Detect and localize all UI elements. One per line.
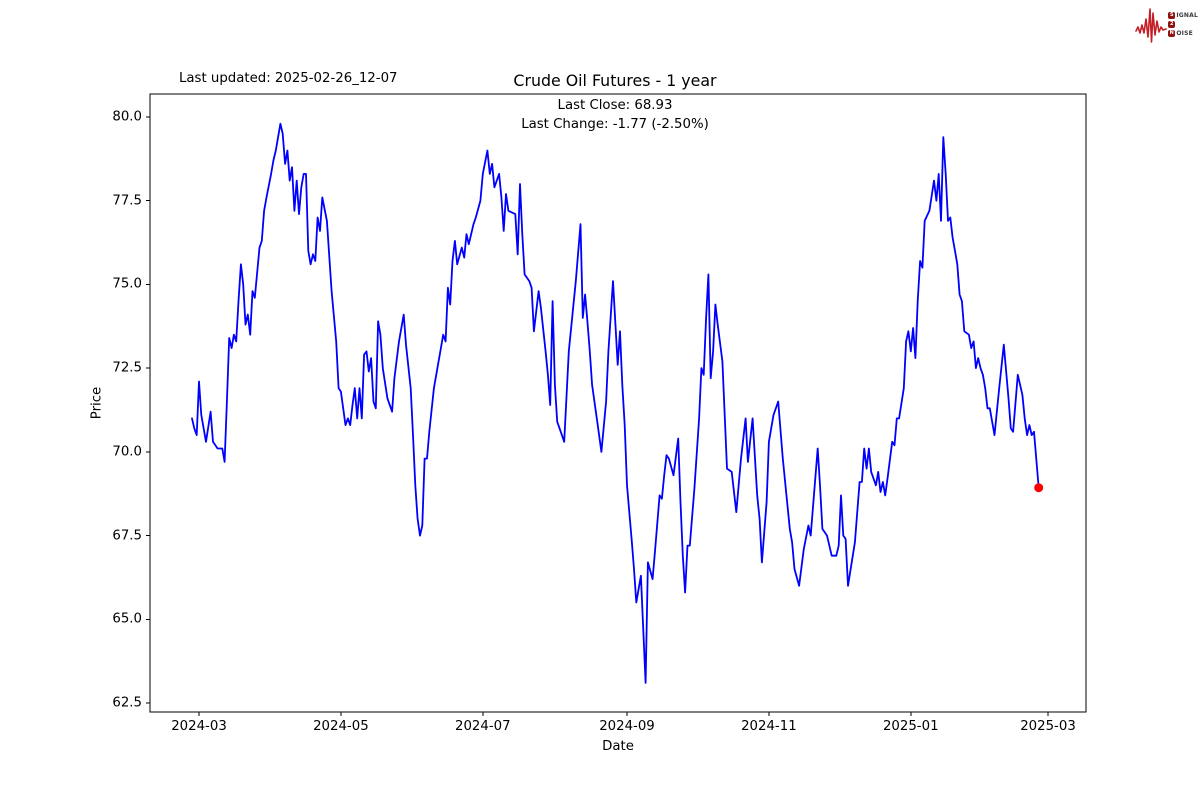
y-tick-label: 75.0 xyxy=(112,276,142,292)
logo-row-noise: N OISE xyxy=(1168,29,1198,37)
waveform-icon xyxy=(1135,8,1168,43)
y-tick-label: 72.5 xyxy=(112,360,142,376)
y-tick-label: 65.0 xyxy=(112,611,142,627)
y-tick-label: 77.5 xyxy=(112,193,142,209)
axes-frame xyxy=(149,93,1087,713)
x-tick-label: 2024-07 xyxy=(454,719,511,734)
logo-text: S IGNAL 2 N OISE xyxy=(1168,11,1198,37)
y-tick-label: 62.5 xyxy=(112,695,142,711)
last-point-marker xyxy=(1034,483,1044,493)
y-tick-label: 67.5 xyxy=(112,528,142,544)
y-tick-label: 80.0 xyxy=(112,109,142,125)
price-line xyxy=(191,122,1040,684)
logo-badge-n: N xyxy=(1168,29,1176,37)
logo-signal-label: IGNAL xyxy=(1176,11,1198,19)
logo-badge-s: S xyxy=(1168,11,1176,19)
signal2noise-logo: S IGNAL 2 N OISE xyxy=(1135,4,1198,44)
last-close-annotation: Last Close: 68.93 Last Change: -1.77 (-2… xyxy=(150,97,1080,134)
logo-row-two: 2 xyxy=(1168,20,1198,28)
x-tick-label: 2024-03 xyxy=(171,719,227,734)
logo-badge-2: 2 xyxy=(1168,20,1176,28)
logo-noise-label: OISE xyxy=(1176,29,1193,37)
x-axis-title: Date xyxy=(602,739,634,754)
chart-title: Crude Oil Futures - 1 year xyxy=(513,71,717,90)
y-tick-label: 70.0 xyxy=(112,444,142,460)
x-tick-label: 2024-05 xyxy=(313,719,369,734)
logo-row-signal: S IGNAL xyxy=(1168,11,1198,19)
last-change-text: Last Change: -1.77 (-2.50%) xyxy=(521,116,709,132)
x-tick-label: 2024-09 xyxy=(599,719,655,734)
y-axis-title: Price xyxy=(89,386,105,420)
x-tick-label: 2025-01 xyxy=(882,719,939,734)
x-tick-label: 2024-11 xyxy=(741,719,797,734)
last-close-text: Last Close: 68.93 xyxy=(557,98,673,113)
x-tick-label: 2025-03 xyxy=(1020,719,1076,734)
last-updated-text: Last updated: 2025-02-26_12-07 xyxy=(179,71,398,86)
